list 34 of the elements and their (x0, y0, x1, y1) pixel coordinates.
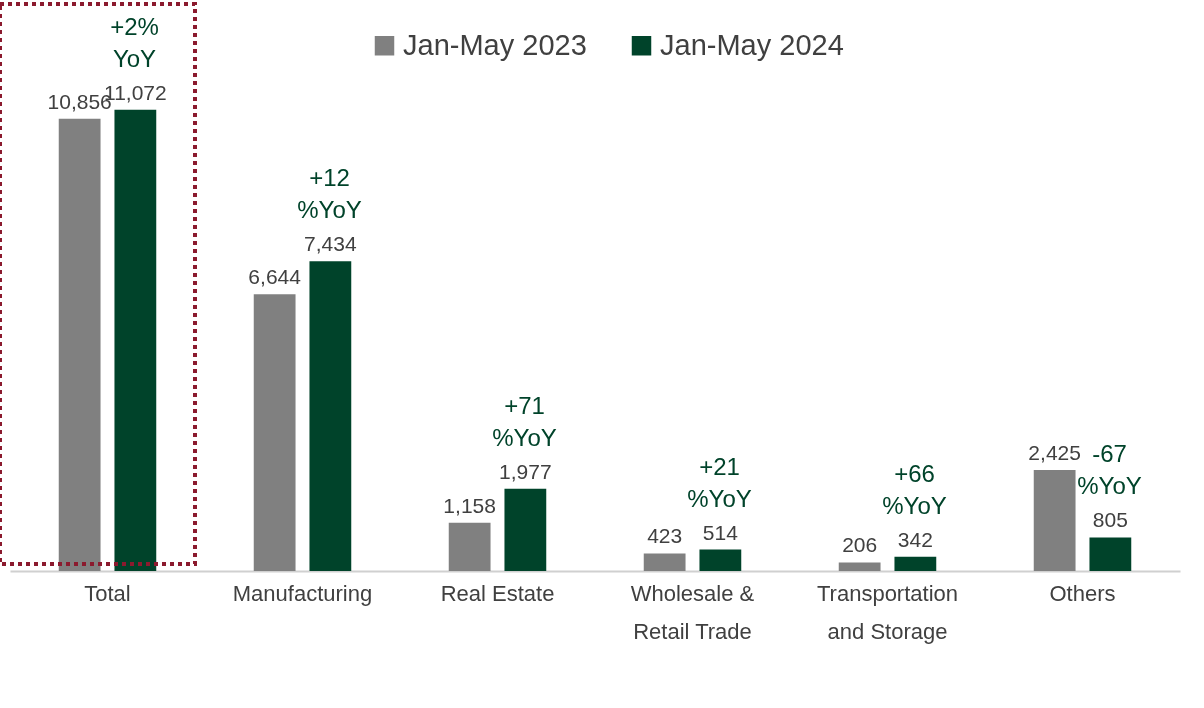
bar (448, 522, 491, 571)
x-tick-label: Wholesale & Retail Trade (630, 580, 755, 644)
legend-label: Jan-May 2023 (403, 28, 587, 61)
legend-label: Jan-May 2024 (660, 28, 844, 61)
data-label: 6,644 (248, 265, 302, 289)
annotation: +71 %YoY (492, 391, 557, 451)
bar (253, 294, 296, 571)
bar (504, 488, 547, 571)
x-tick-label: Others (1049, 580, 1116, 606)
bar (114, 109, 157, 571)
annotation: +21 %YoY (687, 452, 752, 512)
data-label: 206 (842, 533, 878, 557)
bar (894, 556, 937, 571)
bar (643, 553, 686, 571)
bar (58, 118, 101, 571)
x-tick-label: Manufacturing (232, 580, 373, 606)
data-label: 1,158 (443, 493, 496, 517)
bar (1089, 537, 1132, 571)
x-tick-label: Total (84, 580, 131, 606)
data-label: 423 (647, 524, 683, 548)
text: +2% YoY (110, 12, 159, 72)
bar (838, 562, 881, 571)
bar (309, 261, 352, 571)
bar (699, 549, 742, 571)
annotation: +12 %YoY (297, 164, 362, 224)
data-label: 7,434 (304, 232, 357, 256)
bar (1033, 469, 1076, 571)
x-tick-label: Transportation and Storage (816, 580, 959, 644)
data-label: 342 (897, 527, 933, 551)
data-label: 805 (1092, 508, 1128, 532)
data-label: 1,977 (499, 459, 552, 483)
annotation: +66 %YoY (882, 459, 947, 519)
x-tick-label: Real Estate (440, 580, 555, 606)
data-label: 514 (702, 520, 739, 544)
